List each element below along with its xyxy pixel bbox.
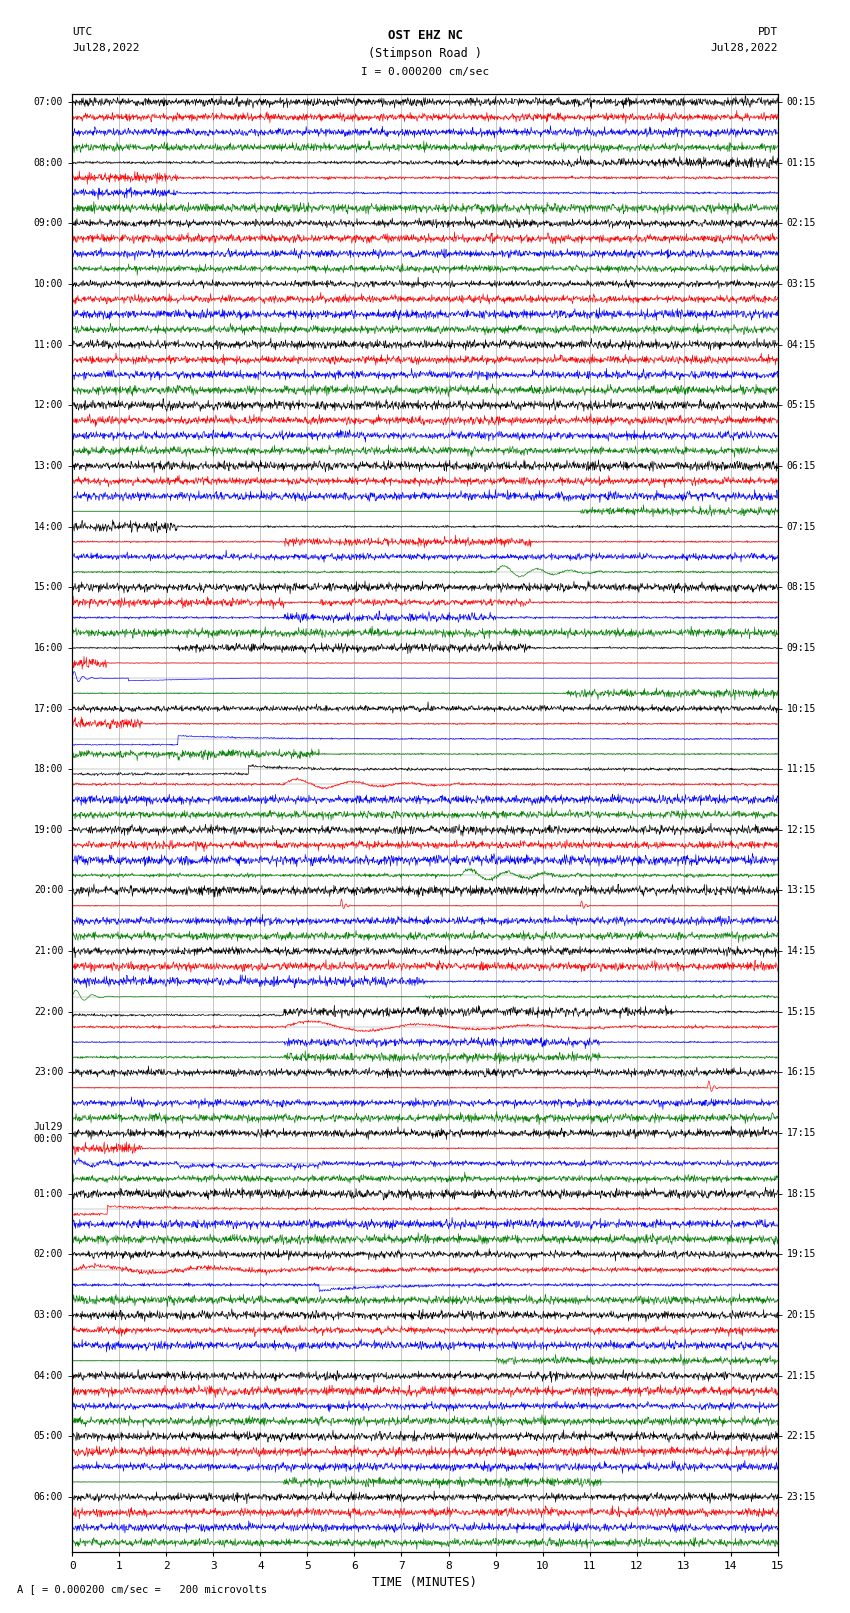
Text: I = 0.000200 cm/sec: I = 0.000200 cm/sec	[361, 68, 489, 77]
X-axis label: TIME (MINUTES): TIME (MINUTES)	[372, 1576, 478, 1589]
Text: PDT: PDT	[757, 27, 778, 37]
Text: A [ = 0.000200 cm/sec =   200 microvolts: A [ = 0.000200 cm/sec = 200 microvolts	[17, 1584, 267, 1594]
Text: (Stimpson Road ): (Stimpson Road )	[368, 47, 482, 60]
Text: UTC: UTC	[72, 27, 93, 37]
Text: Jul28,2022: Jul28,2022	[72, 44, 139, 53]
Text: Jul28,2022: Jul28,2022	[711, 44, 778, 53]
Text: OST EHZ NC: OST EHZ NC	[388, 29, 462, 42]
